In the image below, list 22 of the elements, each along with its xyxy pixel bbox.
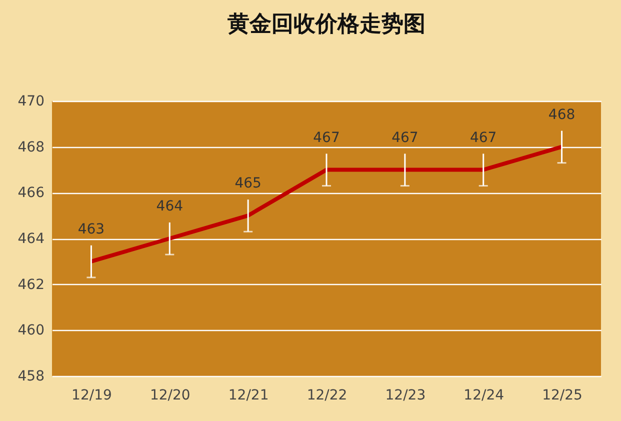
data-label: 464 bbox=[156, 198, 184, 214]
y-tick-label: 462 bbox=[18, 276, 44, 293]
y-tick-label: 470 bbox=[18, 94, 44, 110]
data-label: 463 bbox=[78, 221, 105, 238]
y-tick-label: 464 bbox=[18, 231, 45, 247]
x-tick-label: 12/24 bbox=[464, 388, 504, 404]
y-tick-label: 466 bbox=[18, 185, 45, 202]
y-tick-label: 468 bbox=[18, 139, 44, 156]
data-label: 468 bbox=[548, 106, 576, 123]
x-tick-label: 12/21 bbox=[228, 388, 269, 404]
y-tick-label: 460 bbox=[18, 322, 44, 339]
x-tick-label: 12/25 bbox=[542, 388, 582, 404]
y-tick-label: 458 bbox=[18, 368, 44, 384]
chart-title: 黄金回收价格走势图 bbox=[226, 11, 426, 37]
x-tick-label: 12/23 bbox=[385, 388, 426, 404]
x-tick-label: 12/22 bbox=[306, 388, 348, 404]
data-label: 467 bbox=[470, 130, 497, 146]
data-label: 467 bbox=[392, 130, 418, 146]
data-label: 467 bbox=[313, 130, 340, 146]
x-tick-label: 12/19 bbox=[72, 388, 112, 404]
x-tick-label: 12/20 bbox=[150, 388, 190, 404]
data-label: 465 bbox=[234, 176, 262, 192]
